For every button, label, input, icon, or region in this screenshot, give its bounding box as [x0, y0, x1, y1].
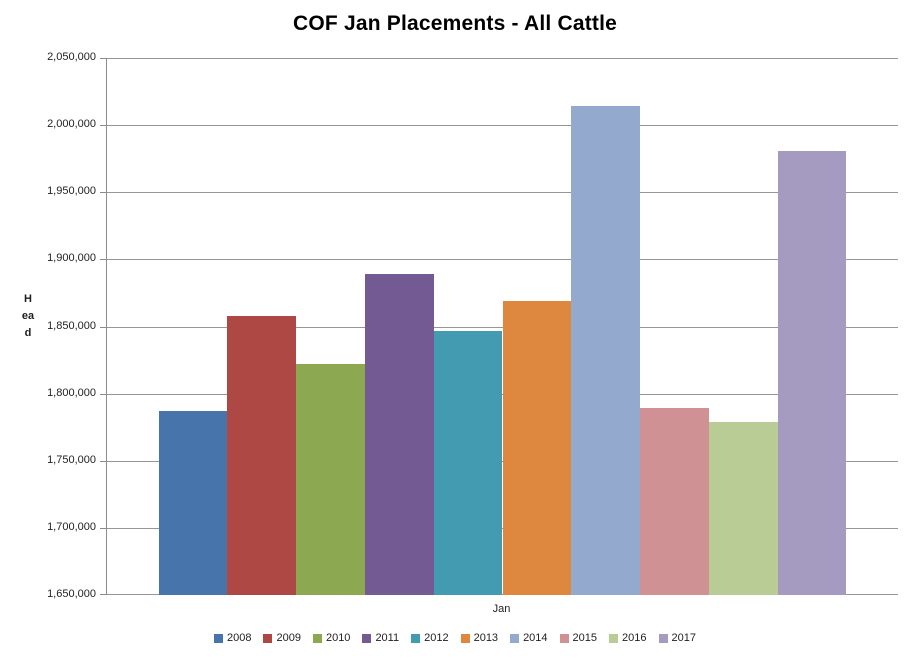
legend-swatch-icon: [460, 633, 470, 643]
chart-title: COF Jan Placements - All Cattle: [292, 12, 617, 35]
y-tick-label: 1,750,000: [47, 454, 96, 466]
y-tick-mark: [100, 461, 107, 462]
legend-swatch-icon: [312, 633, 322, 643]
bar-2008: [158, 411, 228, 595]
y-tick-label: 2,000,000: [47, 118, 96, 130]
legend-swatch-icon: [559, 633, 569, 643]
y-tick-label: 1,650,000: [47, 588, 96, 600]
bar-2012: [433, 330, 503, 595]
legend-item-2011: 2011: [362, 632, 399, 644]
bar-2010: [296, 364, 365, 595]
plot-area: [100, 58, 898, 595]
x-axis-label: Jan: [492, 603, 511, 615]
gridline: [107, 192, 898, 193]
legend-item-2009: 2009: [263, 632, 301, 644]
legend-swatch-icon: [263, 633, 273, 643]
legend-swatch-icon: [609, 633, 619, 643]
bar-2011: [364, 274, 434, 595]
legend-swatch-icon: [362, 633, 372, 643]
legend-item-2017: 2017: [658, 632, 696, 644]
y-tick-label: 1,950,000: [47, 185, 96, 197]
legend-label: 2009: [276, 632, 301, 644]
legend-label: 2010: [325, 632, 351, 644]
legend-item-2008: 2008: [213, 632, 252, 644]
bar-2009: [227, 315, 297, 595]
y-tick-mark: [100, 125, 107, 126]
y-tick-label: 1,800,000: [47, 387, 96, 399]
legend-label: 2008: [226, 632, 252, 644]
legend-label: 2017: [671, 632, 696, 644]
legend-swatch-icon: [658, 633, 668, 643]
legend-label: 2015: [572, 632, 598, 644]
bar-2015: [640, 408, 709, 595]
legend-item-2010: 2010: [312, 632, 351, 644]
legend-label: 2016: [622, 632, 647, 644]
y-tick-mark: [100, 594, 107, 595]
bar-2016: [708, 421, 778, 595]
gridline: [107, 58, 898, 59]
y-tick-label: 1,900,000: [47, 252, 96, 264]
y-tick-mark: [100, 528, 107, 529]
gridline: [107, 259, 898, 260]
legend-label: 2011: [375, 632, 400, 644]
y-tick-mark: [100, 58, 107, 59]
legend-item-2013: 2013: [460, 632, 499, 644]
bar-2013: [502, 301, 572, 595]
bar-2017: [777, 150, 847, 595]
legend-item-2016: 2016: [609, 632, 647, 644]
legend: 2008 2009 2010 2011 2012 2013 2014 2015 2016 2017: [0, 632, 910, 644]
y-axis-title: Head: [21, 293, 35, 339]
y-tick-label: 1,700,000: [47, 521, 96, 533]
legend-swatch-icon: [510, 633, 520, 643]
legend-label: 2014: [523, 632, 548, 644]
legend-label: 2013: [473, 632, 499, 644]
legend-swatch-icon: [411, 633, 421, 643]
gridline: [107, 125, 898, 126]
y-tick-mark: [100, 259, 107, 260]
y-tick-label: 1,850,000: [47, 320, 96, 332]
legend-item-2015: 2015: [559, 632, 598, 644]
legend-item-2012: 2012: [411, 632, 449, 644]
y-tick-label: 2,050,000: [47, 51, 96, 63]
y-tick-mark: [100, 394, 107, 395]
bar-2014: [571, 106, 641, 595]
legend-swatch-icon: [213, 633, 223, 643]
legend-label: 2012: [424, 632, 449, 644]
legend-item-2014: 2014: [510, 632, 548, 644]
y-tick-mark: [100, 327, 107, 328]
y-tick-mark: [100, 192, 107, 193]
